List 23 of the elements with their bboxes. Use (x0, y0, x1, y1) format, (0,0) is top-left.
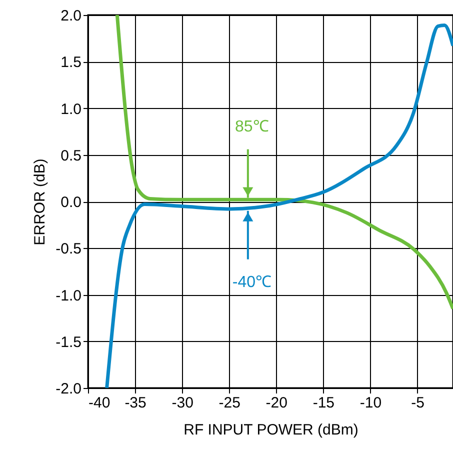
x-tick-label: -30 (172, 394, 194, 412)
annotation: 85℃ (235, 118, 269, 136)
y-tick-label: 2.0 (60, 8, 82, 24)
x-tick-label: -15 (312, 394, 335, 412)
y-tick-label: -2.0 (56, 380, 82, 398)
y-tick-label: 1.0 (60, 100, 82, 118)
y-tick-label: -1.5 (56, 334, 82, 351)
x-tick-label: -25 (218, 394, 240, 412)
y-tick-label: -1.0 (56, 287, 82, 304)
y-axis-title: ERROR (dB) (32, 158, 49, 246)
y-tick-label: 1.5 (60, 54, 82, 72)
y-tick-label: 0.0 (60, 194, 82, 211)
annotation: -40℃ (232, 274, 272, 292)
x-axis-title: RF INPUT POWER (dBm) (184, 422, 358, 438)
line-series (115, 15, 453, 310)
x-tick-label: -5 (411, 394, 424, 412)
line-series (105, 24, 453, 388)
x-tick-label: -40 (88, 394, 110, 412)
x-tick-label: -10 (360, 394, 382, 412)
x-tick-label: -35 (124, 394, 146, 412)
y-tick-label: -0.5 (56, 240, 82, 258)
x-tick-label: -20 (266, 394, 288, 412)
y-tick-label: 0.5 (60, 147, 82, 164)
